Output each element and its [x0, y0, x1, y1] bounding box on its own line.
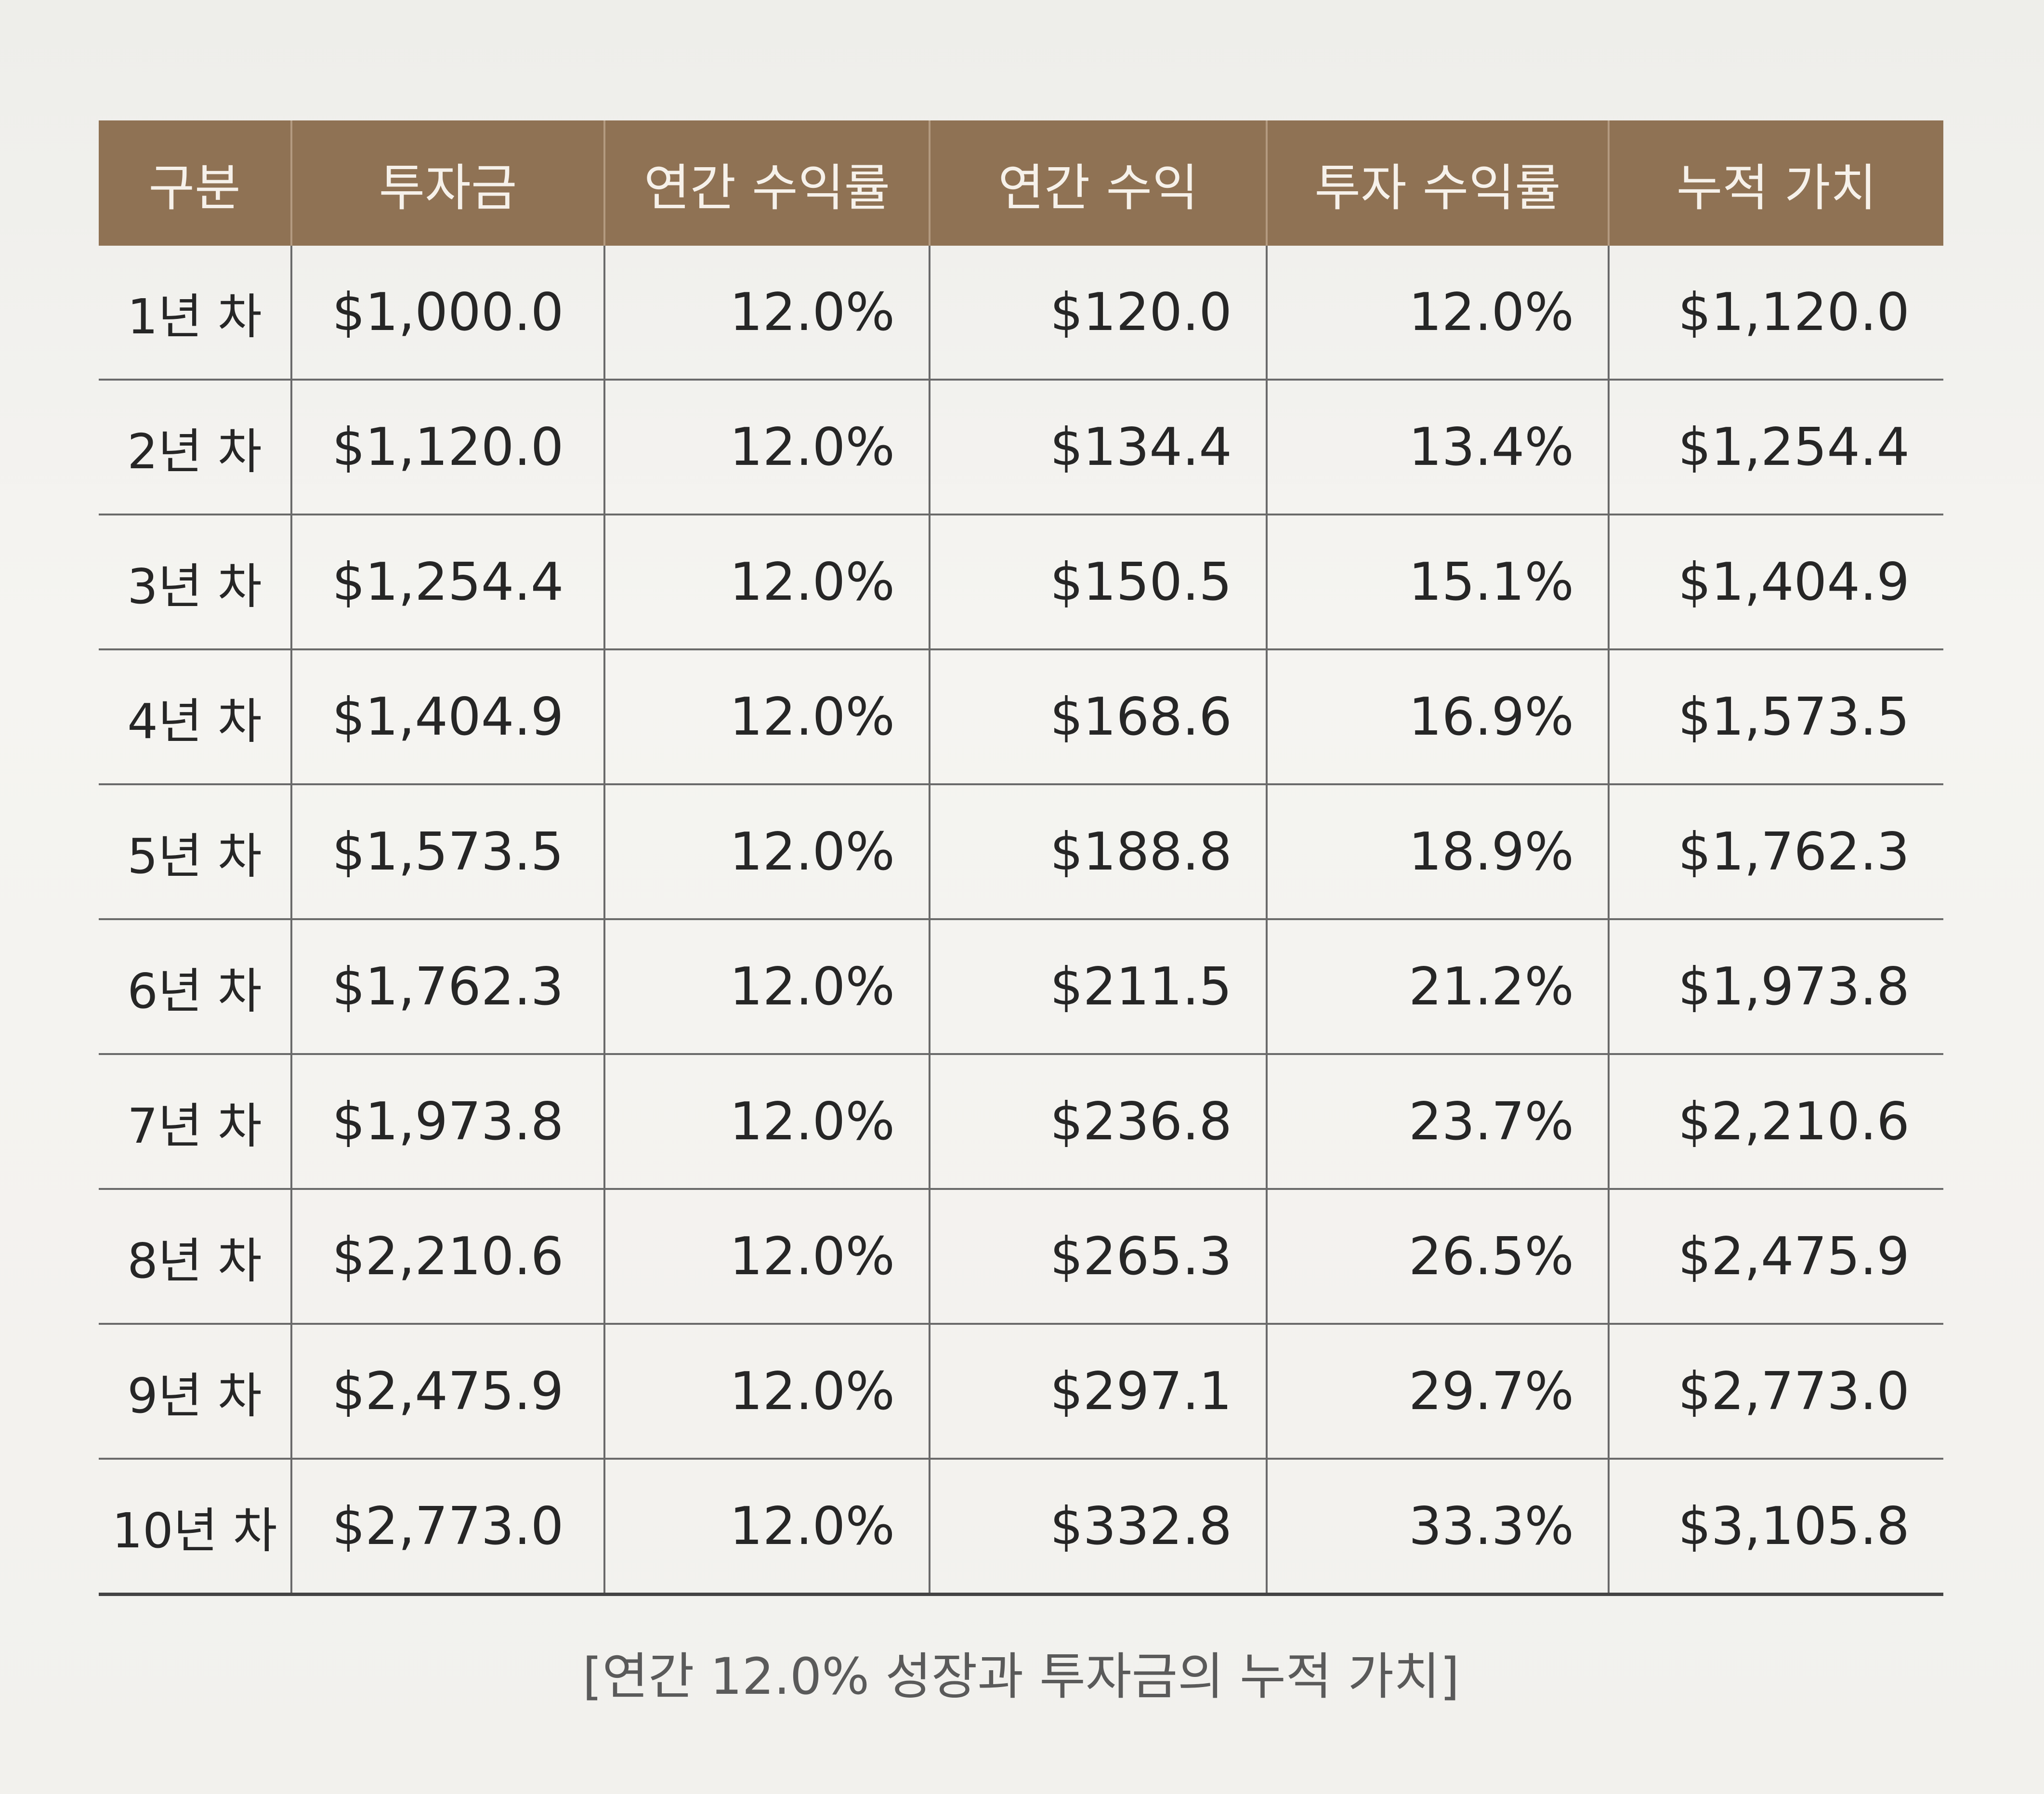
- cell-year: 5년 차: [99, 784, 291, 920]
- table-row: 5년 차 $1,573.5 12.0% $188.8 18.9% $1,762.…: [99, 784, 1943, 920]
- cell-cumulative-value: $2,773.0: [1608, 1324, 1943, 1460]
- cell-cumulative-value: $2,475.9: [1608, 1189, 1943, 1325]
- cell-year: 7년 차: [99, 1054, 291, 1190]
- cell-annual-return: $188.8: [929, 784, 1267, 920]
- cell-annual-rate: 12.0%: [603, 1054, 930, 1190]
- cell-cumulative-value: $1,404.9: [1608, 514, 1943, 650]
- header-investment-return-rate: 투자 수익률: [1266, 120, 1610, 246]
- table-row: 2년 차 $1,120.0 12.0% $134.4 13.4% $1,254.…: [99, 380, 1943, 515]
- cell-year: 6년 차: [99, 919, 291, 1055]
- cell-annual-rate: 12.0%: [603, 246, 930, 381]
- table-caption: [연간 12.0% 성장과 투자금의 누적 가치]: [582, 1647, 1460, 1706]
- table-row: 10년 차 $2,773.0 12.0% $332.8 33.3% $3,105…: [99, 1459, 1943, 1596]
- table-body: 1년 차 $1,000.0 12.0% $120.0 12.0% $1,120.…: [99, 246, 1943, 1596]
- cell-annual-rate: 12.0%: [603, 1189, 930, 1325]
- cell-cumulative-value: $1,573.5: [1608, 649, 1943, 785]
- cell-return-rate: 23.7%: [1266, 1054, 1609, 1190]
- cell-year: 8년 차: [99, 1189, 291, 1325]
- table-row: 9년 차 $2,475.9 12.0% $297.1 29.7% $2,773.…: [99, 1324, 1943, 1460]
- cell-annual-return: $211.5: [929, 919, 1267, 1055]
- cell-cumulative-value: $1,120.0: [1608, 246, 1943, 381]
- cell-annual-rate: 12.0%: [603, 919, 930, 1055]
- cell-investment: $2,475.9: [290, 1324, 604, 1460]
- cell-cumulative-value: $1,254.4: [1608, 380, 1943, 515]
- cell-cumulative-value: $1,973.8: [1608, 919, 1943, 1055]
- header-category: 구분: [99, 120, 292, 246]
- cell-annual-return: $168.6: [929, 649, 1267, 785]
- cell-annual-return: $134.4: [929, 380, 1267, 515]
- table-row: 1년 차 $1,000.0 12.0% $120.0 12.0% $1,120.…: [99, 246, 1943, 381]
- header-row: 구분 투자금 연간 수익률 연간 수익 투자 수익률 누적 가치: [99, 120, 1943, 246]
- cell-annual-return: $332.8: [929, 1459, 1267, 1596]
- cell-cumulative-value: $3,105.8: [1608, 1459, 1943, 1596]
- cell-investment: $1,254.4: [290, 514, 604, 650]
- cell-year: 3년 차: [99, 514, 291, 650]
- cell-cumulative-value: $1,762.3: [1608, 784, 1943, 920]
- cell-return-rate: 16.9%: [1266, 649, 1609, 785]
- cell-investment: $1,120.0: [290, 380, 604, 515]
- cell-investment: $2,773.0: [290, 1459, 604, 1596]
- cell-annual-rate: 12.0%: [603, 514, 930, 650]
- cell-annual-rate: 12.0%: [603, 1324, 930, 1460]
- cell-return-rate: 33.3%: [1266, 1459, 1609, 1596]
- cell-annual-return: $120.0: [929, 246, 1267, 381]
- cell-investment: $2,210.6: [290, 1189, 604, 1325]
- table-row: 3년 차 $1,254.4 12.0% $150.5 15.1% $1,404.…: [99, 514, 1943, 650]
- cell-year: 1년 차: [99, 246, 291, 381]
- cell-year: 10년 차: [99, 1459, 291, 1596]
- table-row: 6년 차 $1,762.3 12.0% $211.5 21.2% $1,973.…: [99, 919, 1943, 1055]
- cell-investment: $1,404.9: [290, 649, 604, 785]
- cell-annual-rate: 12.0%: [603, 649, 930, 785]
- cell-annual-rate: 12.0%: [603, 784, 930, 920]
- cell-return-rate: 15.1%: [1266, 514, 1609, 650]
- investment-table-container: 구분 투자금 연간 수익률 연간 수익 투자 수익률 누적 가치 1년 차 $1…: [99, 120, 1943, 1596]
- cell-annual-rate: 12.0%: [603, 380, 930, 515]
- header-annual-return: 연간 수익: [929, 120, 1268, 246]
- table-header: 구분 투자금 연간 수익률 연간 수익 투자 수익률 누적 가치: [99, 120, 1943, 246]
- header-annual-return-rate: 연간 수익률: [603, 120, 930, 246]
- table-row: 7년 차 $1,973.8 12.0% $236.8 23.7% $2,210.…: [99, 1054, 1943, 1190]
- table-row: 4년 차 $1,404.9 12.0% $168.6 16.9% $1,573.…: [99, 649, 1943, 785]
- cell-return-rate: 21.2%: [1266, 919, 1609, 1055]
- cell-return-rate: 12.0%: [1266, 246, 1609, 381]
- cell-year: 9년 차: [99, 1324, 291, 1460]
- cell-annual-return: $150.5: [929, 514, 1267, 650]
- cell-annual-rate: 12.0%: [603, 1459, 930, 1596]
- cell-annual-return: $297.1: [929, 1324, 1267, 1460]
- header-cumulative-value: 누적 가치: [1608, 120, 1943, 246]
- cell-cumulative-value: $2,210.6: [1608, 1054, 1943, 1190]
- cell-investment: $1,973.8: [290, 1054, 604, 1190]
- cell-investment: $1,573.5: [290, 784, 604, 920]
- cell-return-rate: 26.5%: [1266, 1189, 1609, 1325]
- investment-growth-table: 구분 투자금 연간 수익률 연간 수익 투자 수익률 누적 가치 1년 차 $1…: [99, 120, 1943, 1596]
- header-investment: 투자금: [290, 120, 605, 246]
- cell-year: 2년 차: [99, 380, 291, 515]
- cell-annual-return: $236.8: [929, 1054, 1267, 1190]
- cell-investment: $1,762.3: [290, 919, 604, 1055]
- table-row: 8년 차 $2,210.6 12.0% $265.3 26.5% $2,475.…: [99, 1189, 1943, 1325]
- cell-return-rate: 29.7%: [1266, 1324, 1609, 1460]
- cell-annual-return: $265.3: [929, 1189, 1267, 1325]
- cell-investment: $1,000.0: [290, 246, 604, 381]
- cell-return-rate: 13.4%: [1266, 380, 1609, 515]
- cell-year: 4년 차: [99, 649, 291, 785]
- cell-return-rate: 18.9%: [1266, 784, 1609, 920]
